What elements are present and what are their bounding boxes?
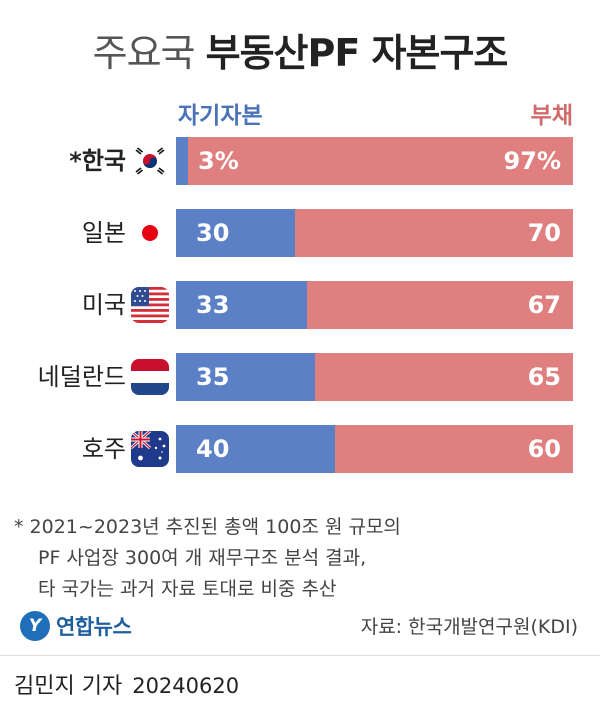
stacked-bar: 3% 97% bbox=[176, 137, 573, 185]
data-label-debt: 67 bbox=[527, 291, 561, 319]
bar-row: 네덜란드 35 65 bbox=[0, 353, 600, 401]
australia-flag-icon bbox=[131, 431, 169, 467]
bar-segment-debt bbox=[315, 353, 573, 401]
footnote-line-3: 타 국가는 과거 자료 토대로 비중 추산 bbox=[38, 578, 337, 600]
bar-row: 일본 30 70 bbox=[0, 209, 600, 257]
stacked-bar: 35 65 bbox=[176, 353, 573, 401]
category-label: 일본 bbox=[81, 219, 126, 247]
source-credit: 자료: 한국개발연구원(KDI) bbox=[360, 616, 578, 638]
footnote-line-2: PF 사업장 300여 개 재무구조 분석 결과, bbox=[38, 547, 367, 569]
byline-date: 20240620 bbox=[132, 674, 240, 698]
bar-segment-equity bbox=[176, 353, 315, 401]
title-prefix: 주요국 bbox=[92, 31, 196, 75]
category-label: *한국 bbox=[69, 147, 126, 175]
data-label-equity: 33 bbox=[196, 291, 230, 319]
data-label-equity: 35 bbox=[196, 363, 230, 391]
chart-title: 주요국 부동산PF 자본구조 bbox=[0, 22, 600, 77]
category-label: 호주 bbox=[81, 435, 126, 463]
stacked-bar: 30 70 bbox=[176, 209, 573, 257]
bar-segment-equity bbox=[176, 281, 307, 329]
data-label-equity: 30 bbox=[196, 219, 230, 247]
stacked-bar: 33 67 bbox=[176, 281, 573, 329]
data-label-debt: 97% bbox=[503, 147, 561, 175]
stacked-bar: 40 60 bbox=[176, 425, 573, 473]
yonhap-logo: Y 연합뉴스 bbox=[20, 608, 132, 644]
usa-flag-icon bbox=[131, 287, 169, 323]
data-label-debt: 60 bbox=[527, 435, 561, 463]
footnote-line-1: * 2021~2023년 추진된 총액 100조 원 규모의 bbox=[14, 516, 401, 538]
bar-segment-debt bbox=[188, 137, 573, 185]
data-label-equity: 40 bbox=[196, 435, 230, 463]
bar-row: 호주 40 60 bbox=[0, 425, 600, 473]
category-label: 미국 bbox=[81, 291, 126, 319]
netherlands-flag-icon bbox=[131, 359, 169, 395]
byline-author: 김민지 기자 bbox=[14, 674, 123, 699]
byline: 김민지 기자 20240620 bbox=[14, 668, 239, 700]
bar-segment-debt bbox=[295, 209, 573, 257]
title-main: 부동산PF 자본구조 bbox=[205, 31, 509, 75]
category-label: 네덜란드 bbox=[37, 363, 126, 391]
legend-equity: 자기자본 bbox=[178, 103, 263, 129]
japan-flag-icon bbox=[131, 215, 169, 251]
yonhap-logo-mark: Y bbox=[20, 611, 50, 641]
yonhap-logo-text: 연합뉴스 bbox=[56, 615, 132, 639]
bar-segment-debt bbox=[335, 425, 573, 473]
bar-segment-debt bbox=[307, 281, 573, 329]
legend-debt: 부채 bbox=[530, 103, 573, 129]
bar-row: *한국 3% 97% bbox=[0, 137, 600, 185]
data-label-equity: 3% bbox=[198, 147, 239, 175]
bar-segment-equity bbox=[176, 209, 295, 257]
divider bbox=[0, 655, 600, 656]
data-label-debt: 65 bbox=[527, 363, 561, 391]
bar-segment-equity bbox=[176, 425, 335, 473]
bar-row: 미국 33 67 bbox=[0, 281, 600, 329]
bar-segment-equity bbox=[176, 137, 188, 185]
footnote: * 2021~2023년 추진된 총액 100조 원 규모의 PF 사업장 30… bbox=[14, 512, 401, 605]
data-label-debt: 70 bbox=[527, 219, 561, 247]
korea-flag-icon bbox=[131, 143, 169, 179]
